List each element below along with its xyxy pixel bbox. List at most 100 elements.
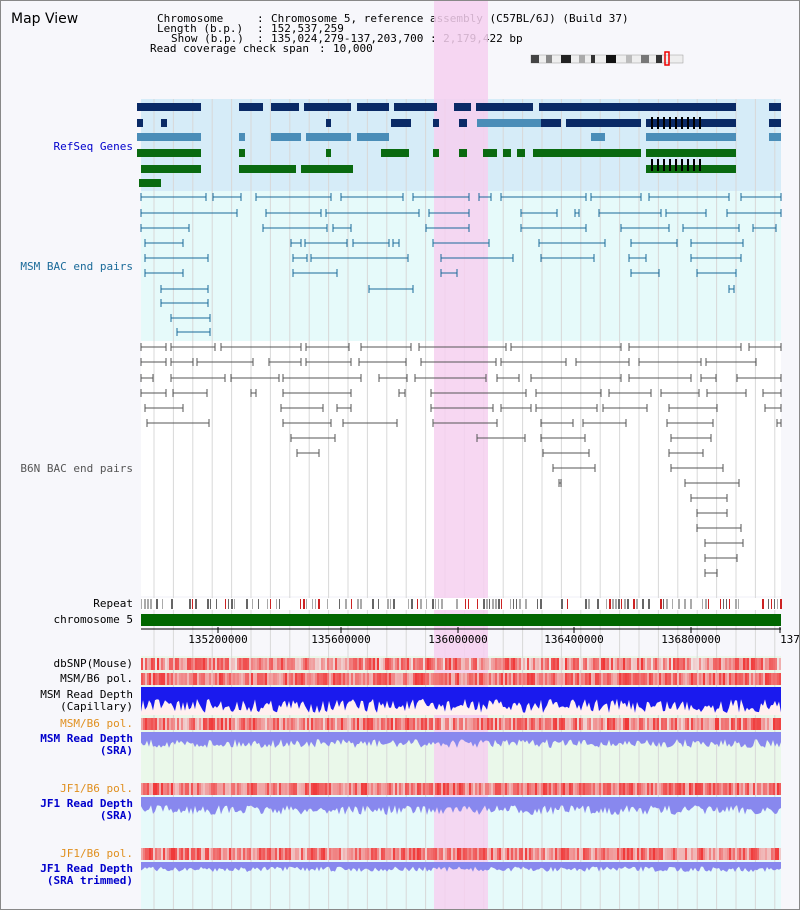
gene-exon xyxy=(357,103,389,111)
repeat-element xyxy=(483,599,485,609)
repeat-element xyxy=(477,599,478,609)
pol-heat-cell xyxy=(365,783,367,795)
pol-heat-cell xyxy=(143,658,145,670)
pol-heat-cell xyxy=(657,783,659,795)
pol-heat-cell xyxy=(747,658,749,670)
pol-heat-cell xyxy=(553,673,555,685)
pol-heat-cell xyxy=(669,848,671,860)
pol-heat-cell xyxy=(301,658,303,670)
pol-heat-cell xyxy=(457,658,459,670)
pol-heat-cell xyxy=(463,718,465,730)
pol-heat-cell xyxy=(441,673,443,685)
pol-heat-cell xyxy=(451,658,453,670)
pol-heat-cell xyxy=(179,658,181,670)
pol-heat-cell xyxy=(401,848,403,860)
pol-heat-cell xyxy=(337,783,339,795)
pol-heat-cell xyxy=(731,673,733,685)
pol-heat-cell xyxy=(151,658,153,670)
pol-heat-cell xyxy=(397,658,399,670)
pol-heat-cell xyxy=(737,718,739,730)
pol-heat-cell xyxy=(555,783,557,795)
repeat-element xyxy=(726,599,727,609)
pol-heat-cell xyxy=(511,673,513,685)
pol-heat-cell xyxy=(437,718,439,730)
pol-heat-cell xyxy=(595,673,597,685)
pol-heat-cell xyxy=(233,718,235,730)
repeat-element xyxy=(612,599,614,609)
pol-heat-cell xyxy=(405,848,407,860)
jf1-read-depth-trimmed xyxy=(141,862,781,872)
pol-heat-cell xyxy=(157,783,159,795)
pol-heat-cell xyxy=(429,848,431,860)
pol-heat-cell xyxy=(173,658,175,670)
pol-heat-cell xyxy=(541,658,543,670)
pol-heat-cell xyxy=(459,783,461,795)
pol-heat-cell xyxy=(229,673,231,685)
pol-heat-cell xyxy=(773,673,775,685)
repeat-element xyxy=(666,599,668,609)
pol-heat-cell xyxy=(391,783,393,795)
repeat-element xyxy=(636,599,638,609)
pol-heat-cell xyxy=(401,783,403,795)
pol-heat-cell xyxy=(597,848,599,860)
repeat-element xyxy=(684,599,686,609)
pol-heat-cell xyxy=(681,848,683,860)
pol-heat-cell xyxy=(223,658,225,670)
pol-heat-cell xyxy=(771,783,773,795)
pol-heat-cell xyxy=(561,658,563,670)
pol-heat-cell xyxy=(329,658,331,670)
pol-heat-cell xyxy=(225,673,227,685)
pol-heat-cell xyxy=(691,673,693,685)
pol-heat-cell xyxy=(749,718,751,730)
pol-heat-cell xyxy=(427,673,429,685)
pol-heat-cell xyxy=(299,673,301,685)
pol-heat-cell xyxy=(567,848,569,860)
pol-heat-cell xyxy=(207,848,209,860)
pol-heat-cell xyxy=(149,718,151,730)
pol-heat-cell xyxy=(453,848,455,860)
pol-heat-cell xyxy=(663,718,665,730)
pol-heat-cell xyxy=(563,718,565,730)
pol-heat-cell xyxy=(701,673,703,685)
pol-heat-cell xyxy=(699,783,701,795)
pol-heat-cell xyxy=(487,718,489,730)
pol-heat-cell xyxy=(435,718,437,730)
pol-heat-cell xyxy=(385,673,387,685)
pol-heat-cell xyxy=(513,658,515,670)
pol-heat-cell xyxy=(515,658,517,670)
pol-heat-cell xyxy=(741,783,743,795)
pol-heat-cell xyxy=(585,718,587,730)
pol-heat-cell xyxy=(721,783,723,795)
pol-heat-cell xyxy=(547,658,549,670)
pol-heat-cell xyxy=(147,673,149,685)
pol-heat-cell xyxy=(343,783,345,795)
pol-heat-cell xyxy=(247,673,249,685)
pol-heat-cell xyxy=(451,673,453,685)
pol-heat-cell xyxy=(145,673,147,685)
pol-heat-cell xyxy=(155,783,157,795)
pol-heat-cell xyxy=(265,783,267,795)
repeat-element xyxy=(468,599,469,609)
pol-heat-cell xyxy=(569,658,571,670)
pol-heat-cell xyxy=(479,673,481,685)
pol-heat-cell xyxy=(317,658,319,670)
gene-exon-black xyxy=(693,159,695,171)
pol-heat-cell xyxy=(723,848,725,860)
pol-heat-cell xyxy=(493,673,495,685)
pol-heat-cell xyxy=(321,848,323,860)
pol-heat-cell xyxy=(607,673,609,685)
pol-heat-cell xyxy=(439,718,441,730)
pol-heat-cell xyxy=(361,848,363,860)
pol-heat-cell xyxy=(325,848,327,860)
pol-heat-cell xyxy=(313,673,315,685)
pol-heat-cell xyxy=(341,673,343,685)
pol-heat-cell xyxy=(477,673,479,685)
pol-heat-cell xyxy=(563,848,565,860)
pol-heat-cell xyxy=(691,718,693,730)
pol-heat-cell xyxy=(683,848,685,860)
pol-heat-cell xyxy=(275,848,277,860)
pol-heat-cell xyxy=(351,718,353,730)
pol-heat-cell xyxy=(591,848,593,860)
pol-heat-cell xyxy=(165,718,167,730)
